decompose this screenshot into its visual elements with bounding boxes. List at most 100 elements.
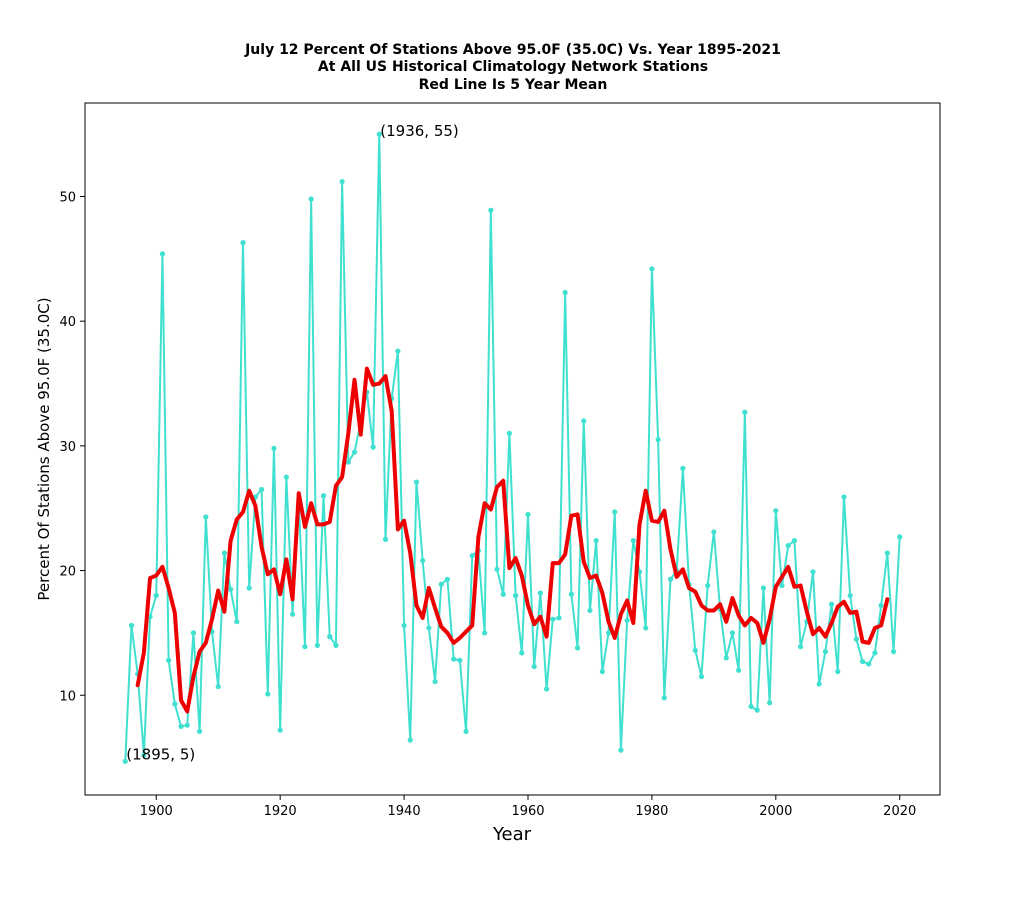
plot-frame: [84, 102, 941, 796]
data-point: [847, 592, 853, 599]
data-point: [866, 661, 872, 667]
x-tick-label: 1940: [388, 804, 421, 819]
data-point: [810, 569, 816, 575]
data-point: [767, 700, 773, 706]
data-point: [141, 752, 147, 758]
data-point: [537, 590, 543, 596]
x-tick-label: 2020: [883, 804, 916, 819]
data-point: [370, 444, 376, 450]
data-point: [568, 591, 574, 597]
data-point: [289, 611, 296, 617]
data-point: [649, 266, 655, 272]
data-point: [618, 747, 624, 753]
data-point: [482, 630, 488, 636]
data-point: [587, 607, 593, 614]
data-point: [816, 681, 822, 687]
data-point: [835, 668, 841, 675]
data-point: [736, 667, 742, 673]
data-point: [265, 691, 271, 697]
data-point: [574, 645, 581, 651]
x-tick-label: 1920: [264, 804, 297, 819]
data-point: [128, 622, 135, 629]
y-tick-label: 10: [59, 689, 76, 704]
data-point: [859, 658, 866, 665]
series-line-mean: [135, 366, 890, 714]
data-point: [246, 585, 252, 591]
data-point: [680, 465, 686, 471]
data-point: [729, 630, 736, 636]
data-point: [624, 617, 630, 624]
y-tick-label: 30: [59, 440, 76, 455]
series-percent-stations: [122, 131, 903, 764]
data-point: [581, 418, 587, 424]
data-point: [556, 615, 562, 621]
y-tick-label: 40: [59, 315, 76, 330]
data-point: [184, 722, 190, 728]
data-point: [655, 437, 661, 443]
chart-title-line-2: At All US Historical Climatology Network…: [318, 59, 708, 75]
data-point: [742, 409, 748, 415]
data-point: [760, 585, 767, 591]
data-point: [376, 131, 382, 137]
data-point: [543, 686, 550, 692]
data-point: [432, 678, 438, 685]
data-point: [172, 701, 178, 707]
data-point: [308, 196, 314, 202]
data-point: [258, 486, 265, 493]
data-point: [723, 655, 729, 661]
data-point: [822, 649, 828, 655]
data-point: [884, 550, 890, 556]
data-point: [190, 630, 197, 636]
data-point: [457, 657, 463, 663]
data-point: [463, 728, 469, 735]
data-point: [122, 758, 128, 764]
data-point: [277, 727, 283, 733]
data-point: [283, 474, 289, 480]
data-point: [327, 634, 333, 640]
data-point: [562, 289, 568, 296]
data-point: [599, 668, 605, 675]
x-axis-ticks: 1900 1920 1940 1960 1980 2000 2020: [140, 795, 916, 819]
data-point: [828, 601, 835, 607]
data-point: [593, 538, 599, 544]
data-point: [345, 459, 351, 465]
x-tick-label: 1960: [511, 804, 544, 819]
data-point: [698, 673, 705, 680]
series-line-percent: [124, 133, 901, 762]
data-point: [897, 534, 903, 540]
data-point: [401, 622, 407, 629]
y-axis-label: Percent Of Stations Above 95.0F (35.0C): [35, 297, 53, 600]
y-tick-label: 20: [59, 565, 76, 580]
data-point: [630, 538, 636, 544]
y-axis-ticks: 10 20 30 40 50: [59, 191, 85, 704]
data-point: [228, 586, 234, 592]
data-point: [451, 656, 457, 662]
chart-title-line-3: Red Line Is 5 Year Mean: [419, 77, 608, 93]
data-point: [705, 582, 711, 589]
data-point: [605, 630, 612, 636]
x-axis-label: Year: [492, 824, 532, 845]
annotation-min: (1895, 5): [126, 746, 195, 764]
data-point: [413, 479, 420, 485]
data-point: [841, 494, 847, 500]
data-point: [314, 642, 320, 648]
data-point: [395, 348, 401, 354]
data-point: [382, 536, 389, 543]
data-point: [302, 644, 308, 650]
data-point: [339, 178, 345, 185]
data-point: [667, 576, 674, 582]
data-point: [525, 511, 531, 518]
annotation-max: (1936, 55): [380, 122, 459, 140]
y-tick-label: 50: [59, 191, 76, 206]
data-point: [420, 557, 426, 564]
data-point: [197, 728, 203, 735]
data-point: [166, 657, 172, 663]
data-point: [748, 703, 754, 710]
data-point: [351, 449, 358, 455]
data-point: [692, 647, 698, 653]
data-point: [159, 251, 166, 257]
data-point: [494, 566, 500, 572]
data-point: [513, 592, 519, 599]
data-point: [661, 695, 667, 701]
